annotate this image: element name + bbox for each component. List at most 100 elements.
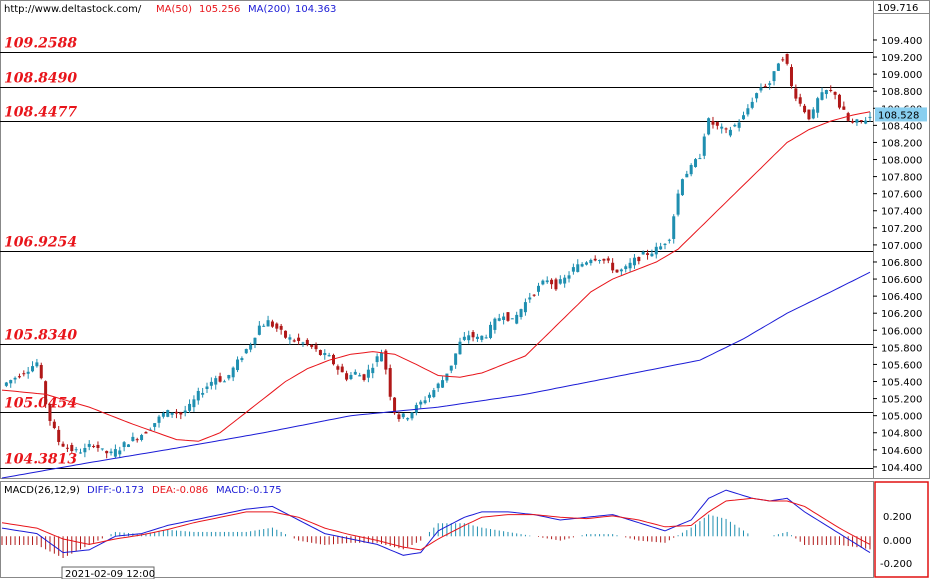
- candle-body: [816, 98, 820, 113]
- candle-body: [515, 314, 519, 324]
- candle-body: [541, 280, 545, 285]
- price-tick-label: 104.800: [881, 429, 922, 440]
- candle-body: [789, 67, 793, 87]
- candles: [4, 53, 872, 459]
- candle-body: [550, 279, 554, 285]
- candle-body: [523, 302, 527, 313]
- current-price: 108.528: [878, 110, 919, 121]
- candle-body: [13, 377, 17, 380]
- level-label: 106.9254: [4, 235, 77, 251]
- candle-body: [811, 109, 815, 119]
- level-lines: 109.2588 108.8490 108.4477 106.9254 105.8340…: [0, 36, 873, 469]
- candle-body: [737, 122, 741, 128]
- candle-body: [310, 344, 314, 347]
- candle-body: [798, 97, 802, 104]
- price-tick-label: 109.200: [881, 53, 922, 64]
- candle-body: [144, 432, 148, 434]
- candle-body: [589, 259, 593, 264]
- candle-body: [314, 345, 318, 350]
- price-tick-label: 107.800: [881, 173, 922, 184]
- candle-body: [624, 266, 628, 270]
- candle-body: [432, 390, 436, 398]
- candle-body: [358, 375, 362, 377]
- candle-body: [685, 173, 689, 178]
- candle-body: [161, 413, 165, 417]
- level-label: 104.3813: [4, 452, 77, 468]
- candle-body: [336, 366, 340, 370]
- candle-body: [109, 451, 113, 454]
- price-tick-label: 108.400: [881, 121, 922, 132]
- candle-body: [423, 400, 427, 404]
- candle-body: [353, 371, 357, 375]
- candle-body: [393, 397, 397, 414]
- candle-body: [35, 362, 39, 367]
- candle-body: [205, 386, 209, 390]
- candle-body: [170, 412, 174, 415]
- candle-body: [65, 447, 69, 449]
- candle-body: [331, 354, 335, 365]
- candle-body: [454, 353, 458, 365]
- candle-body: [135, 439, 139, 441]
- candle-body: [188, 403, 192, 411]
- candle-body: [318, 350, 322, 355]
- candle-body: [275, 323, 279, 329]
- price-tick-label: 107.200: [881, 224, 922, 235]
- candle-body: [227, 375, 231, 379]
- candle-body: [397, 414, 401, 420]
- candle-body: [22, 373, 26, 375]
- candle-body: [724, 128, 728, 130]
- price-tick-label: 104.400: [881, 463, 922, 474]
- candle-body: [52, 421, 56, 428]
- candle-body: [126, 444, 130, 447]
- candle-body: [842, 106, 846, 110]
- candle-body: [183, 410, 187, 413]
- candle-body: [680, 179, 684, 196]
- candle-body: [231, 367, 235, 378]
- candle-body: [837, 94, 841, 108]
- candle-body: [746, 108, 750, 115]
- candle-body: [776, 63, 780, 71]
- level-label: 109.2588: [4, 36, 77, 52]
- candle-body: [855, 119, 859, 123]
- price-tick-label: 107.400: [881, 207, 922, 218]
- ma50-line: [1, 111, 871, 442]
- candle-body: [48, 403, 52, 421]
- candle-body: [297, 337, 301, 341]
- candle-body: [493, 318, 497, 330]
- candle-body: [537, 285, 541, 292]
- candle-body: [711, 121, 715, 125]
- candle-body: [576, 264, 580, 272]
- candle-body: [4, 382, 8, 386]
- candle-body: [349, 374, 353, 380]
- date-label-box: [61, 566, 155, 579]
- candle-body: [824, 90, 828, 95]
- candle-body: [100, 448, 104, 450]
- candle-body: [580, 264, 584, 267]
- candle-body: [532, 294, 536, 296]
- candle-body: [728, 129, 732, 136]
- candle-body: [654, 246, 658, 255]
- candle-body: [192, 399, 196, 408]
- axis-top-label: 109.716: [877, 3, 918, 14]
- candle-body: [218, 376, 222, 382]
- candle-body: [401, 413, 405, 418]
- candle-body: [694, 159, 698, 167]
- candle-body: [646, 253, 650, 255]
- price-tick-label: 106.400: [881, 292, 922, 303]
- candle-body: [388, 368, 392, 397]
- candle-body: [61, 443, 65, 447]
- current-price-box: [875, 107, 927, 122]
- candle-body: [122, 442, 126, 448]
- candle-body: [545, 280, 549, 283]
- candle-body: [637, 256, 641, 262]
- candle-body: [602, 258, 606, 261]
- candle-body: [868, 116, 872, 118]
- price-tick-label: 106.600: [881, 275, 922, 286]
- candle-body: [846, 113, 850, 121]
- candle-body: [379, 352, 383, 362]
- candle-body: [632, 257, 636, 266]
- price-tick-label: 106.000: [881, 326, 922, 337]
- candle-body: [715, 122, 719, 126]
- price-tick-label: 108.000: [881, 156, 922, 167]
- candle-body: [292, 340, 296, 342]
